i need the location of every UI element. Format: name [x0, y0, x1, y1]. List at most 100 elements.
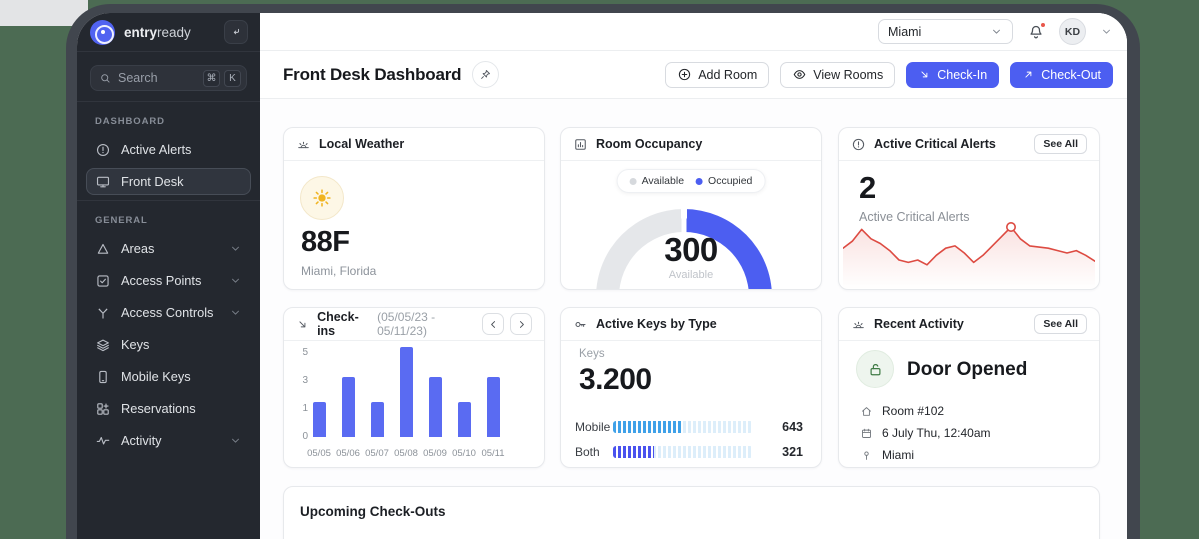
- critical-alerts-card: Active Critical Alerts See All 2 Active …: [838, 127, 1100, 290]
- checkins-bar-05/09[interactable]: [428, 377, 442, 437]
- brand-logo-icon: [90, 19, 115, 45]
- add-room-button[interactable]: Add Room: [665, 61, 770, 88]
- topbar: Miami KD: [260, 13, 1127, 51]
- avatar[interactable]: KD: [1059, 18, 1086, 45]
- checkins-nav: [482, 313, 532, 335]
- weather-location: Miami, Florida: [301, 264, 377, 278]
- search-field[interactable]: ⌘ K: [90, 65, 247, 91]
- next-week-button[interactable]: [510, 313, 532, 335]
- account-chevron-down-icon[interactable]: [1100, 25, 1113, 38]
- key-type-value: 643: [782, 419, 803, 434]
- x-axis-label: 05/09: [423, 448, 447, 459]
- sidebar-item-active-alerts[interactable]: Active Alerts: [86, 136, 251, 163]
- x-axis-label: 05/10: [452, 448, 476, 459]
- activity-meta: Room #102 6 July Thu, 12:40am Miami: [860, 400, 991, 466]
- activity-city: Miami: [882, 448, 914, 462]
- temperature-value: 88F: [301, 226, 350, 258]
- chevron-right-icon: [515, 318, 528, 331]
- room-occupancy-card: Room Occupancy Available Occupied 300 Av…: [560, 127, 822, 290]
- checkins-bar-05/06[interactable]: [341, 377, 355, 437]
- sidebar-item-front-desk[interactable]: Front Desk: [86, 168, 251, 195]
- checkins-bar-05/05[interactable]: [312, 402, 326, 437]
- eye-icon: [792, 67, 807, 82]
- dashboard-content: Local Weather 88F Miami, Florida Room Oc…: [260, 99, 1127, 539]
- unlock-icon: [856, 350, 894, 388]
- notification-dot: [1040, 21, 1046, 28]
- key-type-row-both: Both 321: [575, 439, 803, 464]
- occupancy-legend: Available Occupied: [616, 169, 766, 193]
- arrow-up-right-icon: [1022, 68, 1035, 81]
- sidebar-item-activity[interactable]: Activity: [86, 427, 251, 454]
- occupied-dot: [696, 177, 704, 185]
- chart-square-icon: [573, 137, 588, 152]
- sidebar-item-label: Mobile Keys: [121, 369, 191, 384]
- smartphone-icon: [95, 369, 111, 385]
- sidebar-item-access-points[interactable]: Access Points: [86, 267, 251, 294]
- sidebar-item-reservations[interactable]: Reservations: [86, 395, 251, 422]
- sun-icon: [300, 176, 344, 220]
- activity-room-row: Room #102: [860, 400, 991, 422]
- sidebar-item-mobile-keys[interactable]: Mobile Keys: [86, 363, 251, 390]
- checkins-card: Check-ins (05/05/23 - 05/11/23) 0 1 3 5 05/0…: [283, 307, 545, 468]
- alerts-count-label: Active Critical Alerts: [859, 210, 970, 224]
- upcoming-checkouts-card: Upcoming Check-Outs: [283, 486, 1100, 539]
- triangle-icon: [95, 241, 111, 257]
- pulse-icon: [95, 433, 111, 449]
- view-rooms-button[interactable]: View Rooms: [780, 61, 896, 88]
- view-rooms-label: View Rooms: [813, 67, 884, 82]
- monitor-icon: [95, 174, 111, 190]
- sidebar-item-keys[interactable]: Keys: [86, 331, 251, 358]
- see-all-alerts-button[interactable]: See All: [1034, 134, 1087, 154]
- card-title: Room Occupancy: [596, 137, 703, 151]
- sidebar-item-areas[interactable]: Areas: [86, 235, 251, 262]
- sidebar-item-label: Reservations: [121, 401, 196, 416]
- checkins-bar-05/07[interactable]: [370, 402, 384, 437]
- checkins-bar-05/11[interactable]: [486, 377, 500, 437]
- location-select[interactable]: Miami: [878, 19, 1013, 44]
- add-room-label: Add Room: [698, 67, 758, 82]
- sidebar-item-access-controls[interactable]: Access Controls: [86, 299, 251, 326]
- x-axis-label: 05/07: [365, 448, 389, 459]
- checkins-bar-05/08[interactable]: [399, 347, 413, 437]
- chevron-down-icon: [990, 25, 1003, 38]
- collapse-sidebar-button[interactable]: [224, 20, 248, 44]
- card-title: Active Critical Alerts: [874, 137, 996, 151]
- gauge-value: 300: [664, 231, 718, 268]
- keys-breakdown: Mobile 643 Both 321: [575, 414, 803, 464]
- recent-activity-card: Recent Activity See All Door Opened Room…: [838, 307, 1100, 468]
- check-in-button[interactable]: Check-In: [906, 61, 1000, 88]
- keys-total: 3.200: [579, 363, 652, 396]
- critical-alerts-card-header: Active Critical Alerts See All: [839, 128, 1099, 161]
- prev-week-button[interactable]: [482, 313, 504, 335]
- home-icon: [860, 405, 873, 418]
- notifications-button[interactable]: [1027, 21, 1046, 41]
- key-type-row-mobile: Mobile 643: [575, 414, 803, 439]
- card-title: Active Keys by Type: [596, 317, 717, 331]
- pin-button[interactable]: [472, 61, 500, 88]
- search-input[interactable]: [118, 71, 199, 85]
- sidebar-divider: [77, 200, 260, 201]
- sidebar-item-label: Access Controls: [121, 305, 214, 320]
- chevron-down-icon: [229, 274, 242, 287]
- key-type-label: Mobile: [575, 419, 611, 434]
- location-select-value: Miami: [888, 24, 922, 39]
- sidebar-item-label: Active Alerts: [121, 142, 192, 157]
- check-in-label: Check-In: [937, 67, 988, 82]
- alert-circle-icon: [95, 142, 111, 158]
- sidebar-section-label: GENERAL: [95, 215, 148, 226]
- card-title: Upcoming Check-Outs: [300, 504, 446, 519]
- key-type-bar-fill: [613, 420, 682, 433]
- y-axis-tick: 5: [302, 347, 308, 358]
- card-title: Check-ins: [317, 310, 359, 338]
- key-type-value: 321: [782, 444, 803, 459]
- alerts-sparkline-chart: [843, 222, 1095, 289]
- local-weather-card-header: Local Weather: [284, 128, 544, 161]
- checkins-bar-05/10[interactable]: [457, 402, 471, 437]
- card-title: Local Weather: [319, 137, 405, 151]
- page-header: Front Desk Dashboard Add Room View Rooms…: [260, 51, 1127, 99]
- sidebar-divider: [77, 101, 260, 102]
- shortcut-k-key: K: [224, 69, 241, 87]
- activity-location-row: Miami: [860, 444, 991, 466]
- see-all-activity-button[interactable]: See All: [1034, 314, 1087, 334]
- check-out-button[interactable]: Check-Out: [1010, 61, 1113, 88]
